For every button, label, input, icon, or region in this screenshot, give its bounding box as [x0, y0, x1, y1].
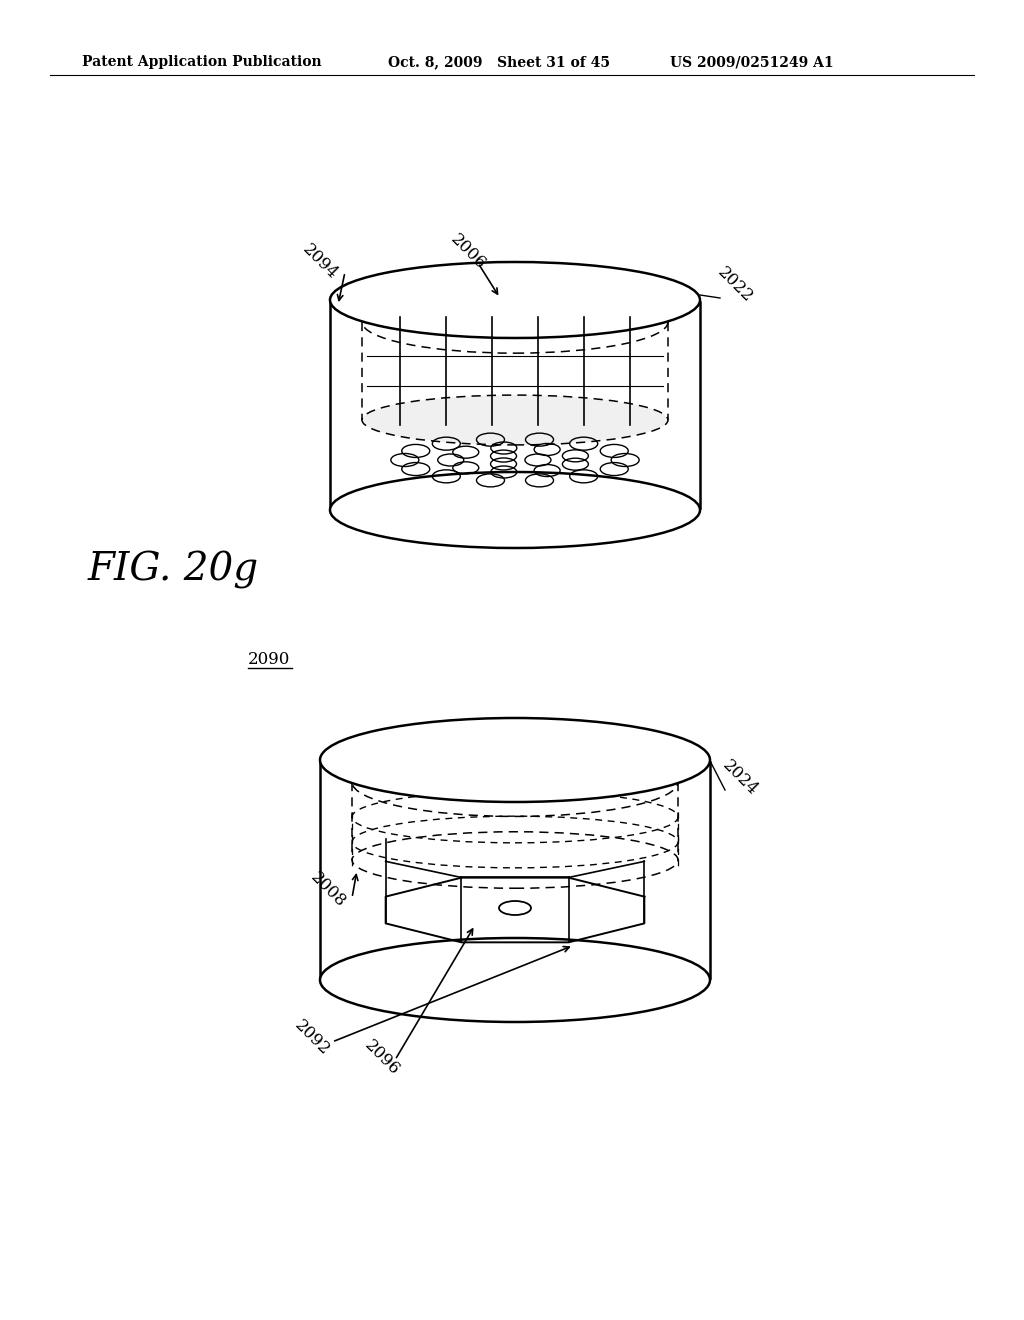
Ellipse shape — [330, 261, 700, 338]
Ellipse shape — [319, 939, 710, 1022]
Text: Patent Application Publication: Patent Application Publication — [82, 55, 322, 69]
Ellipse shape — [362, 395, 668, 445]
Text: FIG. 20g: FIG. 20g — [88, 550, 259, 589]
Ellipse shape — [319, 718, 710, 803]
Text: 2090: 2090 — [248, 652, 291, 668]
Text: 2096: 2096 — [361, 1038, 403, 1078]
Text: 2008: 2008 — [307, 869, 349, 911]
Text: 2092: 2092 — [291, 1016, 333, 1059]
Text: Oct. 8, 2009   Sheet 31 of 45: Oct. 8, 2009 Sheet 31 of 45 — [388, 55, 610, 69]
Text: 2006: 2006 — [447, 231, 489, 273]
Text: 2024: 2024 — [719, 756, 761, 799]
Text: 2022: 2022 — [714, 264, 756, 306]
Ellipse shape — [330, 473, 700, 548]
Text: 2094: 2094 — [299, 242, 341, 282]
Text: US 2009/0251249 A1: US 2009/0251249 A1 — [670, 55, 834, 69]
